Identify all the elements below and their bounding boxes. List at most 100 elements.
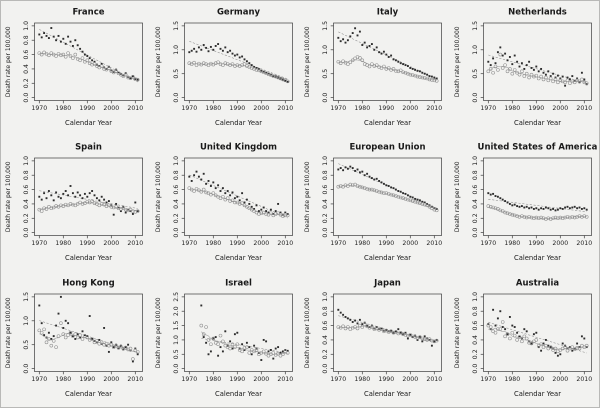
filled-square-marker [491,57,494,60]
filled-square-marker [91,337,94,340]
open-circle-marker [500,66,504,70]
filled-square-marker [585,209,588,211]
filled-square-marker [337,168,340,171]
filled-square-marker [257,210,260,213]
x-tick-label: 1970 [31,376,47,383]
open-circle-marker [59,320,63,325]
x-tick-label: 2010 [576,240,592,247]
x-axis-label: Calendar Year [364,390,411,398]
filled-square-marker [510,63,513,66]
scatter-plot-netherlands: Netherlands 1970 1980 1990 2000 2010 Calendar … [454,7,592,126]
open-circle-marker [401,70,405,75]
open-circle-marker [403,332,408,337]
filled-square-marker [117,71,120,74]
open-circle-marker [524,336,528,340]
y-tick-label: 0.0 [23,93,30,103]
filled-square-marker [202,173,205,176]
open-circle-marker [285,79,289,84]
open-circle-marker [502,211,507,215]
filled-square-marker [204,46,207,49]
filled-square-marker [136,352,139,355]
filled-square-marker [573,347,576,350]
open-circle-marker [502,63,507,67]
open-circle-marker [410,334,415,338]
open-circle-marker [374,189,379,194]
filled-square-marker [351,167,354,170]
filled-square-marker [199,304,202,307]
filled-square-marker [366,46,369,49]
x-tick-label: 1970 [181,240,197,247]
panel-title: United Kingdom [199,143,276,153]
filled-square-marker [110,69,113,72]
open-circle-marker [434,338,439,343]
open-circle-marker [382,329,386,333]
filled-square-marker [276,203,279,206]
x-axis-label: Calendar Year [364,119,411,127]
open-circle-marker [529,72,533,77]
points-observed-rate-united-states-of-america [486,192,588,212]
y-tick-label: 0.8 [472,171,479,181]
filled-square-marker [202,335,205,338]
y-tick-label: 0.4 [173,199,180,209]
filled-square-marker [498,197,501,200]
panel-title: Germany [216,7,260,17]
panel-title: Netherlands [508,7,567,17]
y-tick-label: 0.8 [322,306,329,316]
filled-square-marker [55,191,58,194]
filled-square-marker [554,209,556,212]
points-observed-rate-germany [187,43,289,83]
open-circle-marker [538,342,543,346]
open-circle-marker [519,69,524,74]
filled-square-marker [385,184,388,187]
filled-square-marker [209,350,212,352]
filled-square-marker [235,196,238,198]
filled-square-marker [382,183,385,186]
filled-square-marker [558,77,561,80]
x-axis-label: Calendar Year [513,390,560,398]
y-tick-label: 1.0 [472,156,479,166]
filled-square-marker [551,72,554,75]
filled-square-marker [397,60,400,63]
filled-square-marker [98,199,101,202]
filled-square-marker [136,78,139,81]
x-tick-label: 2010 [127,376,143,383]
open-circle-marker [370,188,374,192]
filled-square-marker [561,342,564,345]
filled-square-marker [93,60,96,63]
filled-square-marker [568,207,571,210]
x-tick-label: 1990 [229,105,245,112]
points-observed-rate-france [38,27,139,81]
open-circle-marker [225,196,229,201]
open-circle-marker [285,213,289,218]
open-circle-marker [572,216,576,220]
open-circle-marker [232,201,237,205]
y-tick-label: 1.0 [23,21,30,31]
filled-square-marker [136,210,139,213]
filled-square-marker [530,67,532,69]
open-circle-marker [391,67,396,71]
x-axis: 1970 1980 1990 2000 2010 [31,235,143,247]
filled-square-marker [542,71,544,74]
open-circle-marker [415,74,420,79]
trend-line-solid-japan [338,325,437,341]
open-circle-marker [123,208,128,212]
filled-square-marker [513,54,516,57]
open-circle-marker [546,216,550,221]
open-circle-marker [396,331,401,335]
filled-square-marker [117,347,120,350]
filled-square-marker [532,332,535,335]
x-axis: 1970 1980 1990 2000 2010 [480,100,592,112]
filled-square-marker [558,207,561,210]
filled-square-marker [238,199,241,202]
filled-square-marker [115,203,118,206]
filled-square-marker [245,60,248,63]
filled-square-marker [40,321,43,324]
filled-square-marker [216,354,219,357]
plot-box [482,22,592,101]
open-circle-marker [273,212,277,217]
filled-square-marker [570,206,573,209]
open-circle-marker [90,336,94,341]
filled-square-marker [366,324,369,327]
open-circle-marker [47,336,51,341]
open-circle-marker [54,204,58,209]
